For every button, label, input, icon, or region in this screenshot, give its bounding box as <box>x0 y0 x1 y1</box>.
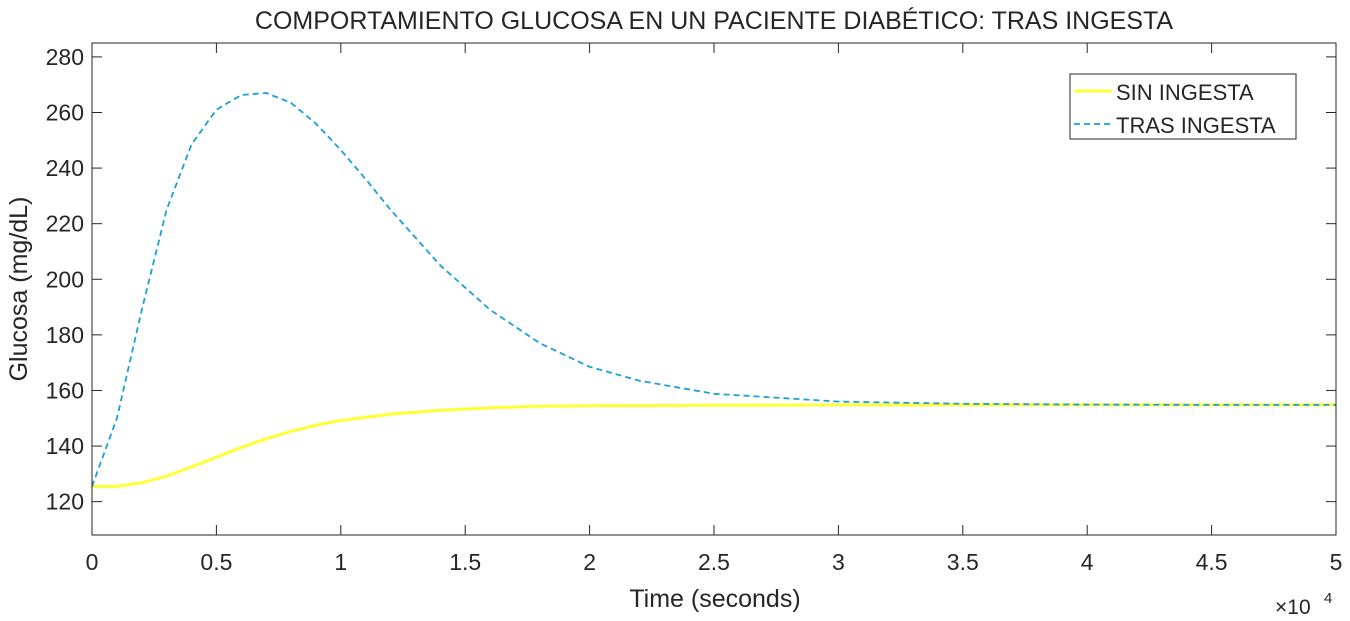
x-tick-label: 2.5 <box>698 549 730 575</box>
y-tick-label: 120 <box>46 489 84 515</box>
x-tick-label: 0.5 <box>200 549 232 575</box>
y-tick-label: 140 <box>46 433 84 459</box>
x-exponent-base: ×10 <box>1275 596 1311 619</box>
legend-label-tras-ingesta: TRAS INGESTA <box>1116 113 1276 138</box>
y-tick-label: 160 <box>46 377 84 403</box>
y-tick-label: 280 <box>46 44 84 70</box>
plot-area <box>91 92 1336 488</box>
y-tick-label: 220 <box>46 211 84 237</box>
y-tick-label: 200 <box>46 266 84 292</box>
x-tick-label: 1.5 <box>449 549 481 575</box>
y-tick-label: 180 <box>46 322 84 348</box>
y-tick-label: 240 <box>46 155 84 181</box>
legend: SIN INGESTA TRAS INGESTA <box>1069 73 1297 140</box>
series-line-tras-ingesta <box>91 92 1336 487</box>
series-line-sin-ingesta <box>92 403 1336 488</box>
x-tick-label: 2 <box>583 549 596 575</box>
legend-label-sin-ingesta: SIN INGESTA <box>1116 80 1254 105</box>
x-tick-label: 5 <box>1330 549 1343 575</box>
legend-box <box>1069 73 1297 140</box>
x-tick-label: 4.5 <box>1196 549 1228 575</box>
chart-title: COMPORTAMIENTO GLUCOSA EN UN PACIENTE DI… <box>255 6 1174 35</box>
x-tick-label: 3.5 <box>947 549 979 575</box>
axes: 0 0.5 1 1.5 2 2.5 3 3.5 4 4.5 5 120 140 160 180 200 220 2… <box>46 42 1343 575</box>
x-tick-label: 0 <box>86 549 99 575</box>
x-exponent-power: 4 <box>1324 590 1332 607</box>
y-axis-label: Glucosa (mg/dL) <box>5 197 33 382</box>
y-tick-label: 260 <box>46 99 84 125</box>
x-axis-exponent: ×10 4 <box>1275 590 1332 619</box>
x-axis-label: Time (seconds) <box>629 585 800 613</box>
x-tick-label: 3 <box>832 549 845 575</box>
x-tick-label: 4 <box>1081 549 1094 575</box>
x-tick-label: 1 <box>334 549 347 575</box>
